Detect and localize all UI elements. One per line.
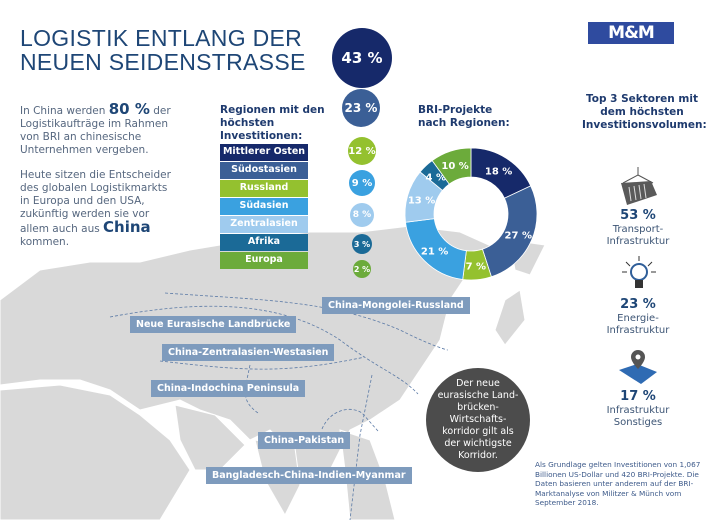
map-africa <box>0 384 191 520</box>
route-new-eurasian-landbridge: Neue Eurasische Landbrücke <box>130 316 297 333</box>
sector-label: Infrastruktur <box>606 325 670 336</box>
sector-label: Infrastruktur <box>606 236 670 247</box>
callout-text: Der neue eurasische Land-brücken-Wirtsch… <box>437 378 519 461</box>
sector-pct: 53 % <box>620 208 656 223</box>
legend-item: Europa <box>220 252 308 269</box>
donut-label: 4 % <box>426 172 446 183</box>
highlight-china: China <box>103 218 151 236</box>
sector-other: 17 % Infrastruktur Sonstiges <box>578 389 698 429</box>
intro-text-1b: der Logistikaufträge im Rahmen von BRI a… <box>20 105 171 156</box>
legend-item: Zentralasien <box>220 216 308 233</box>
intro-text-2b: kommen. <box>20 236 70 248</box>
route-lines <box>109 292 448 520</box>
legend-item: Afrika <box>220 234 308 251</box>
region-bubble: 2 % <box>353 260 371 278</box>
donut-label: 7 % <box>466 261 486 272</box>
route-china-central-west-asia: China-Zentralasien-Westasien <box>162 344 335 361</box>
donut-label: 13 % <box>408 196 435 207</box>
sector-pct: 17 % <box>620 389 656 404</box>
container-icon <box>621 167 657 205</box>
regions-legend: Mittlerer Osten Südostasien Russland Südasi… <box>220 144 308 270</box>
route-china-indochina: China-Indochina Peninsula <box>151 380 306 397</box>
page-title: LOGISTIK ENTLANG DER NEUEN SEIDENSTRASSE <box>20 26 306 74</box>
regions-heading: Regionen mit den höchsten Investitionen: <box>220 104 325 142</box>
bri-chart-title: BRI-Projekte nach Regionen: <box>418 104 510 129</box>
donut-label: 21 % <box>421 246 448 257</box>
sector-label: Transport- <box>612 224 664 235</box>
region-bubble: 3 % <box>352 234 372 254</box>
legend-item: Russland <box>220 180 308 197</box>
donut-label: 10 % <box>441 161 468 172</box>
sector-label: Energie- <box>617 313 659 324</box>
region-bubble: 23 % <box>342 89 380 127</box>
lightbulb-icon <box>622 256 656 288</box>
legend-item: Mittlerer Osten <box>220 144 308 161</box>
donut-label: 27 % <box>505 230 532 241</box>
sector-pct: 23 % <box>620 297 656 312</box>
donut-label: 18 % <box>485 167 512 178</box>
highlight-80-percent: 80 % <box>108 100 150 118</box>
intro-text-1: In China werden <box>20 105 109 117</box>
legend-item: Südasien <box>220 198 308 215</box>
route-china-mongolia-russia: China-Mongolei-Russland <box>322 297 470 314</box>
legend-item: Südostasien <box>220 162 308 179</box>
region-bubble: 43 % <box>332 28 392 88</box>
map-pin-icon <box>619 350 657 384</box>
region-bubble: 9 % <box>349 170 375 196</box>
donut-slice <box>431 147 472 185</box>
brand-logo: M&M <box>588 22 674 44</box>
route-bcim: Bangladesch-China-Indien-Myanmar <box>206 467 412 484</box>
sector-label: Infrastruktur <box>606 405 670 416</box>
sector-energy: 23 % Energie- Infrastruktur <box>578 297 698 337</box>
intro-text-2: Heute sitzen die Entscheider des globale… <box>20 169 171 235</box>
region-bubble: 12 % <box>348 137 376 165</box>
title-line-2: NEUEN SEIDENSTRASSE <box>20 49 306 75</box>
callout-circle: Der neue eurasische Land-brücken-Wirtsch… <box>426 368 530 472</box>
intro-text: In China werden 80 % der Logistikaufträg… <box>20 100 180 261</box>
footnote: Als Grundlage gelten Investitionen von 1… <box>535 460 701 507</box>
region-bubble: 8 % <box>350 203 374 227</box>
sector-transport: 53 % Transport- Infrastruktur <box>578 208 698 248</box>
route-china-pakistan: China-Pakistan <box>258 432 351 449</box>
title-line-1: LOGISTIK ENTLANG DER <box>20 25 303 51</box>
sectors-heading: Top 3 Sektoren mit dem höchsten Investit… <box>582 93 707 131</box>
sector-label: Sonstiges <box>613 417 663 428</box>
map-japan <box>494 289 526 346</box>
